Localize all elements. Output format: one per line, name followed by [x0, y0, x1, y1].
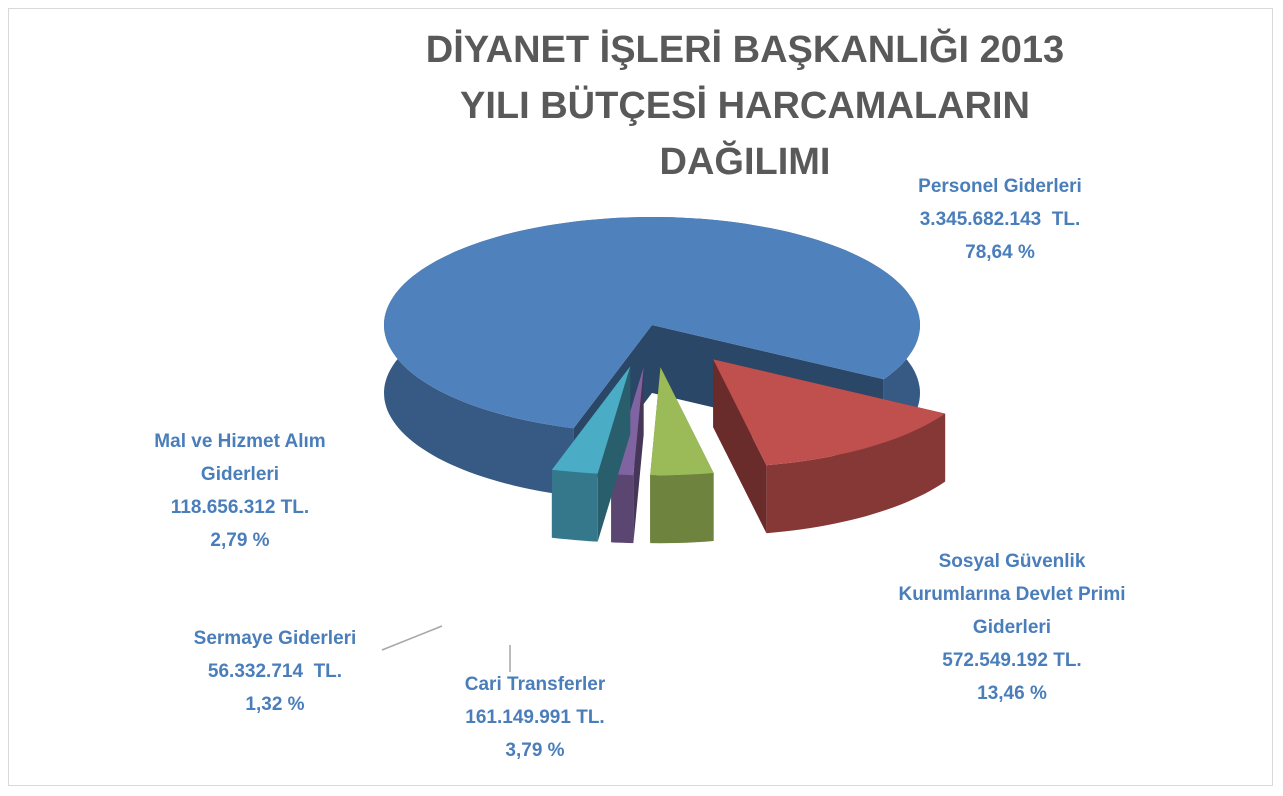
slice: [551, 366, 631, 474]
data-label: Cari Transferler 161.149.991 TL. 3,79 %: [465, 668, 605, 767]
category-label: Sermaye Giderleri: [193, 628, 357, 649]
percent-label: 1,32 %: [245, 694, 305, 715]
data-label: Sermaye Giderleri 56.332.714 TL. 1,32 %: [194, 622, 357, 721]
slice: [713, 359, 946, 466]
percent-label: 13,46 %: [977, 683, 1047, 704]
data-label: Sosyal Güvenlik Kurumlarına Devlet Primi…: [887, 545, 1137, 710]
slice-side: [650, 473, 714, 544]
slice-wall: [713, 359, 767, 534]
percent-label: 2,79 %: [210, 530, 270, 551]
category-label: Cari Transferler: [464, 674, 606, 695]
value-label: 56.332.714 TL.: [207, 661, 343, 682]
category-label: Personel Giderleri: [918, 176, 1082, 197]
value-label: 118.656.312 TL.: [170, 497, 310, 518]
leader-line: [381, 625, 443, 651]
slice-side: [611, 474, 634, 544]
value-label: 161.149.991 TL.: [465, 707, 605, 728]
category-label: Sosyal Güvenlik Kurumlarına Devlet Primi…: [898, 551, 1126, 638]
category-label: Mal ve Hizmet Alım Giderleri: [154, 431, 326, 485]
data-label: Personel Giderleri 3.345.682.143 TL. 78,64…: [918, 170, 1082, 269]
slice-side: [551, 469, 598, 542]
slice: [650, 367, 714, 476]
value-label: 572.549.192 TL.: [942, 650, 1082, 671]
value-label: 3.345.682.143 TL.: [919, 209, 1081, 230]
chart-frame: [8, 8, 1273, 786]
slice: [384, 217, 920, 429]
percent-label: 78,64 %: [965, 242, 1035, 263]
chart-title: DİYANET İŞLERİ BAŞKANLIĞI 2013 YILI BÜTÇ…: [425, 29, 1065, 183]
data-label: Mal ve Hizmet Alım Giderleri 118.656.312 …: [125, 425, 355, 557]
percent-label: 3,79 %: [505, 740, 565, 761]
slice-side: [766, 413, 946, 534]
